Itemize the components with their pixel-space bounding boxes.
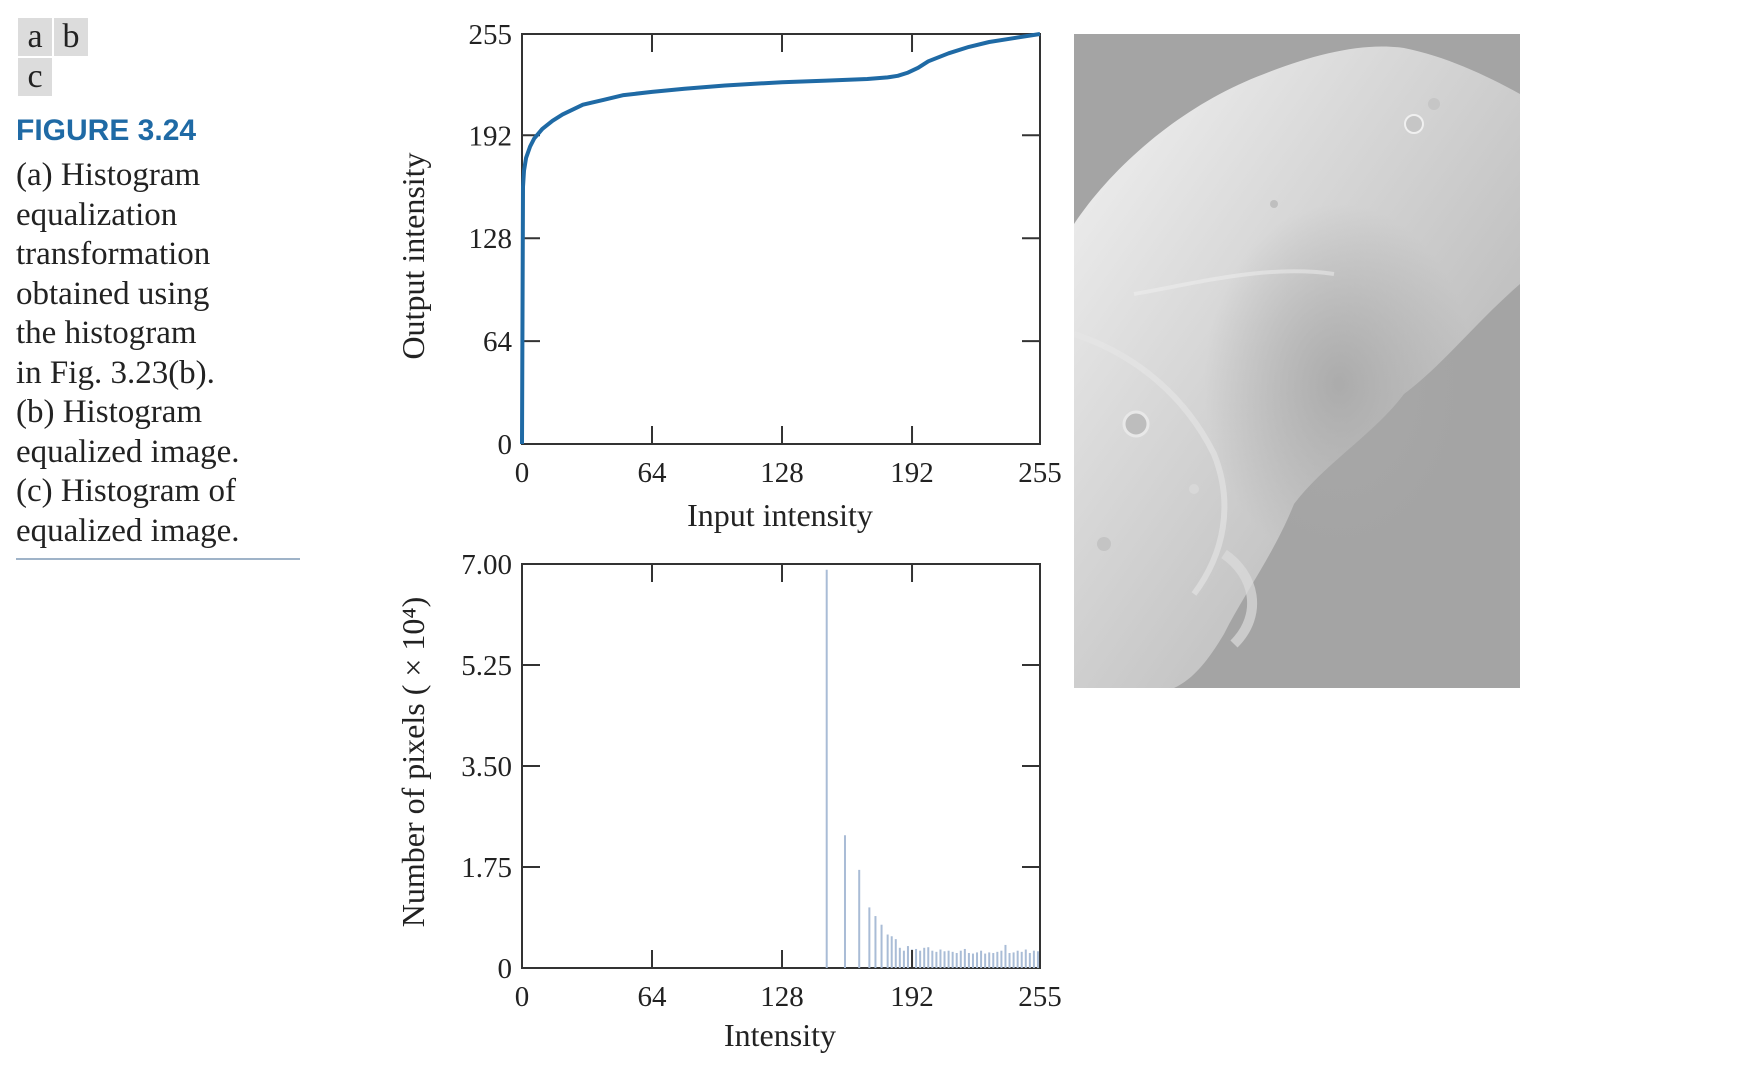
caption-divider	[16, 558, 300, 560]
chart-c-xtick-label: 64	[638, 981, 668, 1013]
chart-a-xtick-label: 0	[515, 457, 530, 489]
caption-line: the histogram	[16, 315, 197, 351]
chart-a-ytick-label: 64	[483, 326, 513, 358]
caption-line: equalized image.	[16, 433, 240, 470]
chart-a-ylabel: Output intensity	[395, 152, 431, 359]
chart-a-xlabel: Input intensity	[687, 497, 873, 533]
transformation-curve	[520, 32, 1041, 445]
chart-a-xtick-label: 64	[638, 457, 668, 489]
mars-moon-photo-icon	[1074, 46, 1520, 688]
chart-c-xtick-label: 0	[515, 981, 530, 1013]
panel-label-a: a	[18, 18, 52, 56]
chart-a-axes	[521, 33, 1041, 445]
chart-c-ytick-label: 5.25	[461, 650, 512, 682]
transformation-chart: 0 64 128 192 255 0 64 128 192 255 Input intensity…	[395, 19, 1062, 533]
panel-label-b: b	[54, 18, 88, 56]
chart-c-axes	[521, 563, 1041, 969]
chart-a-ytick-label: 255	[469, 19, 513, 51]
chart-c-ytick-label: 7.00	[461, 549, 512, 581]
chart-a-ticks: 0 64 128 192 255 0 64 128 192 255	[469, 19, 1062, 489]
chart-c-xtick-label: 255	[1018, 981, 1062, 1013]
chart-c-ticks: 0 64 128 192 255 0 1.75 3.50 5.25 7.00	[461, 549, 1062, 1013]
caption-line: (b) Histogram	[16, 394, 203, 430]
chart-c-bars	[825, 569, 1039, 968]
equalized-image	[1074, 34, 1520, 688]
chart-c-ytick-label: 1.75	[461, 852, 512, 884]
chart-c-plot-frame	[521, 563, 1041, 969]
caption-line: (c) Histogram of	[16, 473, 236, 509]
chart-a-ytick-label: 192	[469, 120, 513, 152]
chart-a-xtick-label: 192	[890, 457, 934, 489]
chart-a-ytick-label: 0	[498, 429, 513, 461]
caption-line: equalization	[16, 196, 178, 233]
chart-c-ylabel: Number of pixels ( × 10⁴)	[395, 597, 431, 927]
chart-a-series	[520, 32, 1041, 445]
chart-c-ytick-label: 0	[498, 953, 513, 985]
figure-caption: (a) Histogram equalization transformatio…	[16, 156, 316, 551]
figure-title: FIGURE 3.24	[16, 114, 197, 147]
panel-label-c: c	[18, 58, 52, 96]
chart-a-xtick-label: 128	[760, 457, 804, 489]
chart-a-xtick-label: 255	[1018, 457, 1062, 489]
chart-c-xtick-label: 128	[760, 981, 804, 1013]
chart-a-ytick-label: 128	[469, 223, 513, 255]
chart-a-plot-frame	[521, 33, 1041, 445]
caption-line: equalized image.	[16, 512, 240, 549]
chart-c-ytick-label: 3.50	[461, 751, 512, 783]
caption-line: (a) Histogram	[16, 157, 201, 193]
chart-c-xtick-label: 192	[890, 981, 934, 1013]
caption-line: obtained using	[16, 275, 210, 312]
caption-line: in Fig. 3.23(b).	[16, 354, 215, 391]
chart-c-xlabel: Intensity	[724, 1017, 836, 1053]
caption-line: transformation	[16, 236, 211, 272]
